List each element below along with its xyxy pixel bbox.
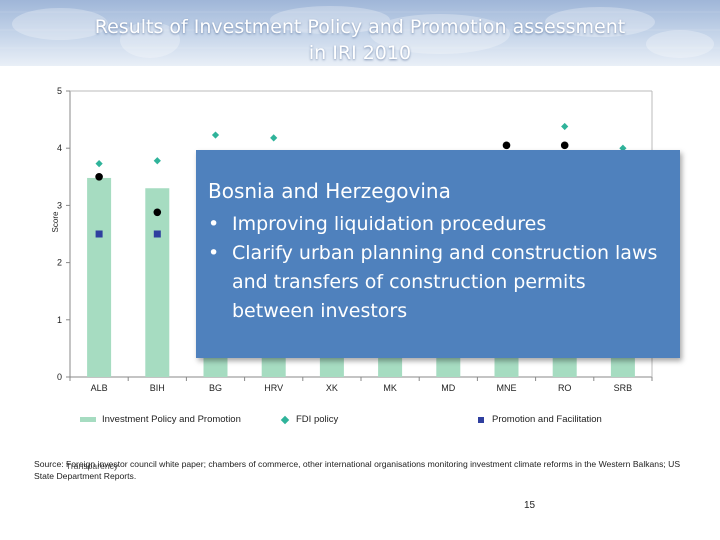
x-tick-label-srb: SRB xyxy=(614,383,633,393)
callout-heading: Bosnia and Herzegovina xyxy=(208,179,451,203)
fdi-marker-bg xyxy=(211,131,220,139)
bullet-text: Clarify urban planning and construction … xyxy=(232,242,658,322)
bar-alb xyxy=(87,177,112,377)
bullet-icon: • xyxy=(208,242,220,264)
black-dot-marker-mne xyxy=(502,141,511,150)
legend-item-promotion: Promotion and Facilitation xyxy=(478,414,602,425)
y-tick-label: 0 xyxy=(57,372,62,382)
black-dot-marker-alb xyxy=(95,173,103,181)
legend-label: Investment Policy and Promotion xyxy=(102,414,241,425)
x-tick-label-ro: RO xyxy=(558,383,572,393)
legend-label: Promotion and Facilitation xyxy=(492,414,602,425)
overlapped-legend-text: Transparency xyxy=(66,461,119,471)
fdi-marker-hrv xyxy=(270,134,278,142)
bar-bih xyxy=(145,188,170,377)
page-number: 15 xyxy=(524,500,536,511)
x-tick-label-xk: XK xyxy=(326,383,338,393)
promotion-marker-bih xyxy=(153,230,161,238)
y-tick-label: 2 xyxy=(57,258,62,268)
y-axis-label: Score xyxy=(51,211,60,232)
fdi-marker-bih xyxy=(153,157,161,165)
title-line-2: in IRI 2010 xyxy=(308,42,412,64)
title-line-1: Results of Investment Policy and Promoti… xyxy=(94,16,626,38)
title-banner xyxy=(0,0,720,66)
y-tick-label: 1 xyxy=(57,315,62,325)
x-tick-label-bih: BIH xyxy=(150,383,165,393)
bullet-text: Improving liquidation procedures xyxy=(232,213,547,235)
callout-bullet: • Clarify urban planning and construction… xyxy=(208,239,672,326)
legend-label: FDI policy xyxy=(296,414,339,425)
legend-item-investment-policy: Investment Policy and Promotion xyxy=(80,414,241,425)
source-note: Source: Foreign investor council white p… xyxy=(34,459,681,481)
y-tick-label: 3 xyxy=(57,200,62,210)
x-tick-label-hrv: HRV xyxy=(264,383,283,393)
slide-title: Results of Investment Policy and Promoti… xyxy=(0,14,720,66)
x-tick-label-alb: ALB xyxy=(91,383,108,393)
diamond-marker-icon xyxy=(280,415,290,424)
legend-item-fdi-policy: FDI policy xyxy=(280,414,339,425)
x-tick-label-bg: BG xyxy=(209,383,222,393)
x-tick-label-md: MD xyxy=(441,383,455,393)
bullet-icon: • xyxy=(208,213,220,235)
black-dot-marker-ro xyxy=(560,141,569,150)
black-dot-marker-bih xyxy=(153,208,162,217)
score-chart: 0 1 2 3 4 5 Score ALB BIH BG HRV XK MK MD MNE RO SRB xyxy=(51,86,653,393)
callout-bullets: • Improving liquidation procedures • Clari… xyxy=(208,210,672,326)
bar-swatch-icon xyxy=(80,417,96,422)
y-tick-label: 4 xyxy=(57,143,62,153)
promotion-marker-alb xyxy=(95,230,103,238)
callout-bullet: • Improving liquidation procedures xyxy=(208,210,672,239)
y-tick-label: 5 xyxy=(57,86,62,96)
x-tick-label-mk: MK xyxy=(383,383,397,393)
fdi-marker-alb xyxy=(95,160,103,168)
callout-box: Bosnia and Herzegovina • Improving liquid… xyxy=(196,150,680,358)
square-marker-icon xyxy=(478,416,484,423)
world-map-decoration xyxy=(0,6,720,58)
x-tick-label-mne: MNE xyxy=(497,383,517,393)
fdi-marker-ro xyxy=(561,122,569,131)
